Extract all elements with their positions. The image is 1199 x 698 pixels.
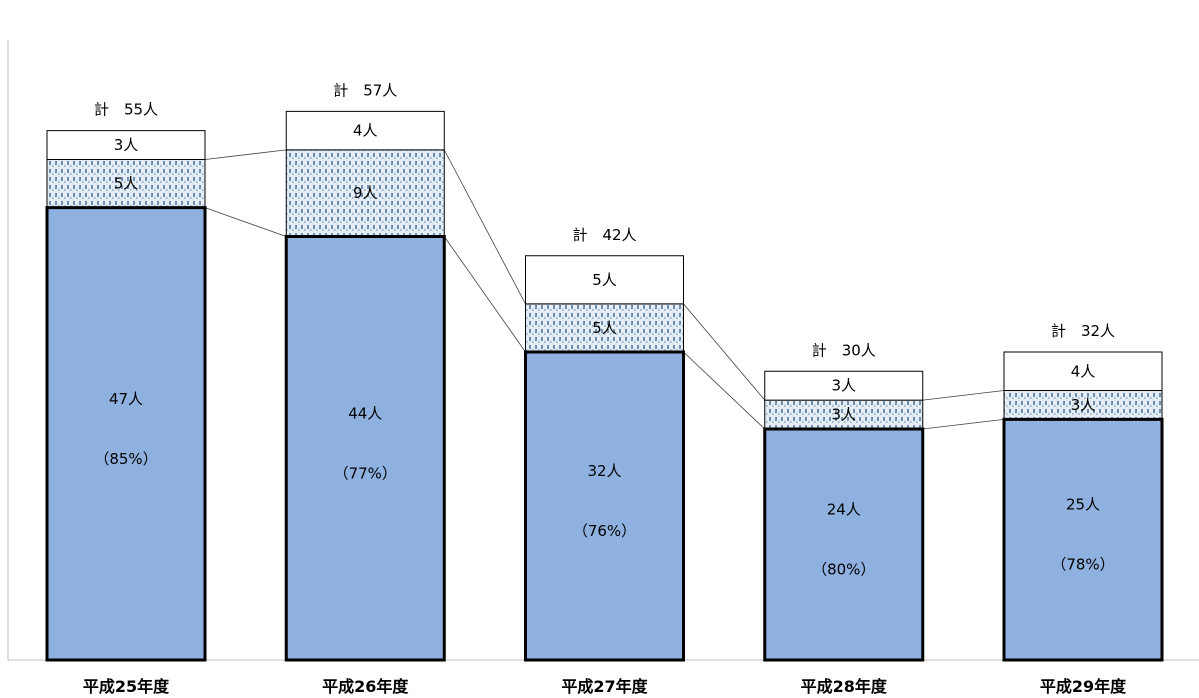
data-label-s1-c0: 5人 [114, 175, 139, 193]
bar-outline-c1 [284, 235, 446, 662]
data-label-s2-c3: 3人 [831, 377, 856, 395]
bar-segment-s2-c3 [764, 370, 924, 401]
bar-segment-s0-c0 [46, 207, 206, 661]
connector-line-1-2 [443, 149, 526, 305]
data-label-s2-c0: 3人 [114, 136, 139, 154]
bar-segment-s0-c1 [285, 236, 445, 661]
category-label-c2: 平成27年度 [561, 677, 648, 696]
total-label-c1: 計 57人 [333, 81, 397, 99]
data-label-s0-c2: 32人 [587, 462, 621, 480]
data-label-s2-c1: 4人 [353, 122, 378, 140]
percent-label-c2: （76%） [573, 522, 636, 540]
bar-segment-s2-c2 [525, 255, 684, 305]
data-label-s1-c3: 3人 [831, 406, 856, 424]
total-label-c4: 計 32人 [1051, 322, 1115, 340]
connector-line-3-1 [922, 418, 1005, 430]
bar-segment-s0-c4 [1003, 418, 1163, 661]
bar-segment-s1-c1 [285, 149, 445, 237]
category-label-c4: 平成29年度 [1040, 677, 1127, 696]
data-label-s0-c3: 24人 [827, 501, 861, 519]
bar-segment-s2-c1 [285, 110, 445, 151]
data-label-s1-c2: 5人 [592, 319, 617, 337]
connector-line-2-2 [683, 303, 766, 401]
connector-line-0-1 [204, 207, 287, 237]
category-label-c3: 平成28年度 [801, 677, 888, 696]
total-label-c3: 計 30人 [812, 341, 876, 359]
percent-label-c4: （78%） [1051, 556, 1114, 574]
percent-label-c0: （85%） [94, 450, 157, 468]
data-label-s0-c0: 47人 [109, 390, 143, 408]
bar-segment-s2-c0 [46, 130, 206, 160]
data-label-s1-c4: 3人 [1071, 396, 1096, 414]
connector-line-1-1 [443, 236, 526, 353]
total-label-c0: 計 55人 [94, 101, 158, 119]
percent-label-c3: （80%） [812, 561, 875, 579]
bar-segment-s0-c2 [525, 351, 684, 661]
data-label-s0-c1: 44人 [348, 404, 382, 422]
bar-outline-c3 [763, 427, 925, 662]
connector-line-2-1 [683, 351, 766, 430]
bar-outline-c0 [45, 206, 207, 662]
connector-line-0-2 [204, 149, 287, 160]
bar-segment-s1-c3 [764, 399, 924, 430]
data-label-s2-c2: 5人 [592, 271, 617, 289]
data-label-s0-c4: 25人 [1066, 496, 1100, 514]
percent-label-c1: （77%） [334, 464, 397, 482]
total-label-c2: 計 42人 [572, 226, 636, 244]
bar-outline-c4 [1002, 417, 1164, 662]
bar-segment-s2-c4 [1003, 351, 1163, 391]
bar-outline-c2 [524, 350, 685, 662]
category-label-c1: 平成26年度 [322, 677, 409, 696]
bar-segment-s0-c3 [764, 428, 924, 661]
data-label-s1-c1: 9人 [353, 184, 378, 202]
data-label-s2-c4: 4人 [1071, 362, 1096, 380]
category-label-c0: 平成25年度 [83, 677, 170, 696]
bar-segment-s1-c0 [46, 159, 206, 209]
connector-line-3-2 [922, 390, 1005, 401]
